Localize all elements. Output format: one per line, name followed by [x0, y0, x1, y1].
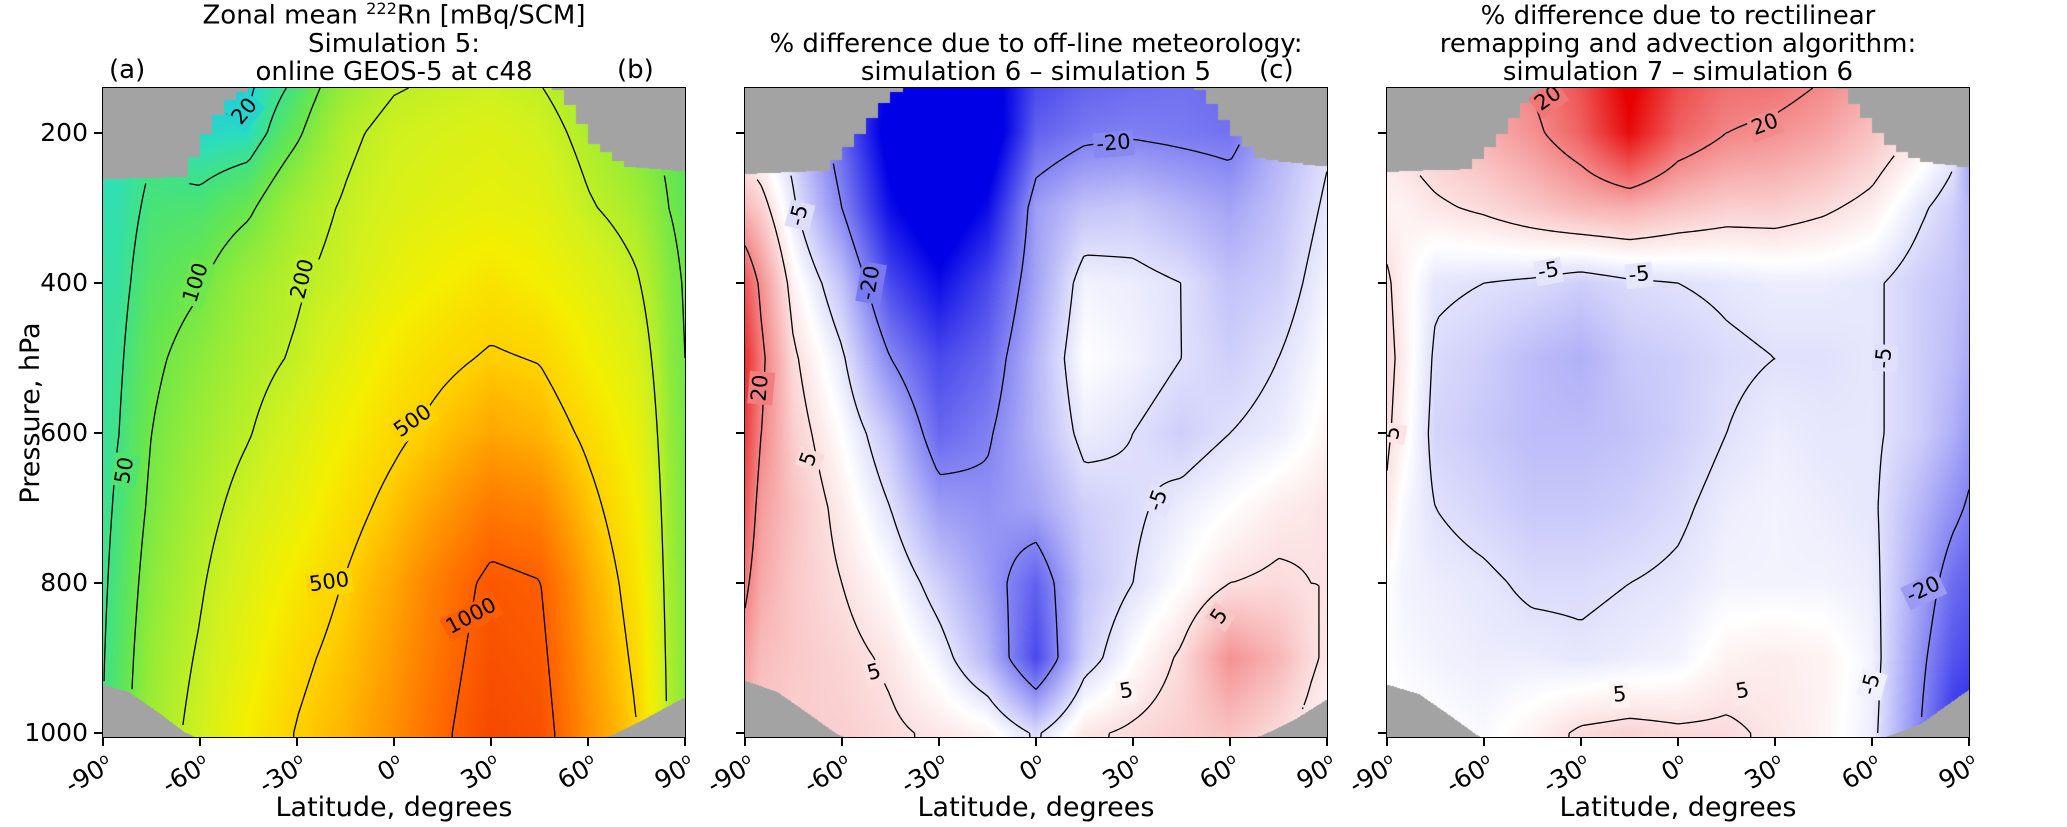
panel-title-line: % difference due to rectilinear — [1480, 1, 1876, 31]
y-axis-tick — [1378, 732, 1386, 735]
x-axis-tick — [1229, 738, 1231, 746]
y-axis-tick — [1378, 282, 1386, 285]
x-axis-label-a: Latitude, degrees — [275, 792, 513, 823]
x-axis-tick — [1968, 738, 1970, 746]
x-axis-tick — [1326, 738, 1328, 746]
y-axis-tick — [1378, 582, 1386, 585]
x-axis-tick — [684, 738, 686, 746]
x-axis-tick — [1035, 738, 1037, 746]
y-axis-tick — [736, 732, 744, 735]
y-axis-tick — [94, 432, 102, 435]
y-axis-tick — [94, 132, 102, 135]
panel-title-line: simulation 6 – simulation 5 — [860, 57, 1212, 87]
y-tick-label: 400 — [40, 268, 88, 298]
y-axis-label: Pressure, hPa — [15, 321, 46, 504]
x-axis-tick — [1774, 738, 1776, 746]
x-axis-tick — [490, 738, 492, 746]
y-axis-tick — [736, 582, 744, 585]
contour-canvas-a — [103, 88, 685, 737]
contour-canvas-c — [1387, 88, 1969, 737]
y-axis-tick — [736, 432, 744, 435]
y-axis-tick — [94, 732, 102, 735]
x-axis-tick — [1677, 738, 1679, 746]
x-axis-tick — [744, 738, 746, 746]
panel-title-line: simulation 7 – simulation 6 — [1502, 57, 1854, 87]
panel-title-line: % difference due to off-line meteorology… — [769, 29, 1303, 59]
y-axis-tick — [1378, 132, 1386, 135]
x-axis-tick — [1580, 738, 1582, 746]
contour-canvas-b — [745, 88, 1327, 737]
y-tick-label: 200 — [40, 118, 88, 148]
panel-title-line: remapping and advection algorithm: — [1439, 29, 1917, 59]
x-axis-tick — [841, 738, 843, 746]
x-axis-label-c: Latitude, degrees — [1559, 792, 1797, 823]
panel-title-c: % difference due to rectilinear remapping… — [1387, 0, 1969, 86]
x-axis-tick — [1483, 738, 1485, 746]
y-axis-tick — [736, 282, 744, 285]
y-axis-tick — [94, 282, 102, 285]
y-tick-label: 600 — [40, 418, 88, 448]
panel-title-line: Zonal mean 222Rn [mBq/SCM] — [202, 0, 586, 31]
y-tick-label: 1000 — [24, 718, 88, 748]
x-axis-tick — [1871, 738, 1873, 746]
x-axis-tick — [393, 738, 395, 746]
x-axis-tick — [1132, 738, 1134, 746]
y-axis-tick — [1378, 432, 1386, 435]
panel-letter-c: (c) — [1259, 55, 1294, 85]
contour-plot-b — [744, 87, 1328, 738]
x-axis-tick — [587, 738, 589, 746]
x-axis-tick — [938, 738, 940, 746]
panel-title-a: Zonal mean 222Rn [mBq/SCM] Simulation 5: o… — [103, 0, 685, 86]
x-axis-tick — [102, 738, 104, 746]
y-axis-tick — [736, 132, 744, 135]
panel-title-line: Simulation 5: — [307, 29, 481, 59]
panel-title-line: online GEOS-5 at c48 — [255, 57, 533, 87]
panel-letter-b: (b) — [617, 55, 654, 85]
contour-plot-c — [1386, 87, 1970, 738]
y-tick-label: 800 — [40, 568, 88, 598]
panel-letter-a: (a) — [109, 55, 146, 85]
x-axis-tick — [296, 738, 298, 746]
x-axis-label-b: Latitude, degrees — [917, 792, 1155, 823]
x-axis-tick — [1386, 738, 1388, 746]
x-axis-tick — [199, 738, 201, 746]
y-axis-tick — [94, 582, 102, 585]
contour-plot-a — [102, 87, 686, 738]
panel-title-b: % difference due to off-line meteorology… — [745, 0, 1327, 86]
